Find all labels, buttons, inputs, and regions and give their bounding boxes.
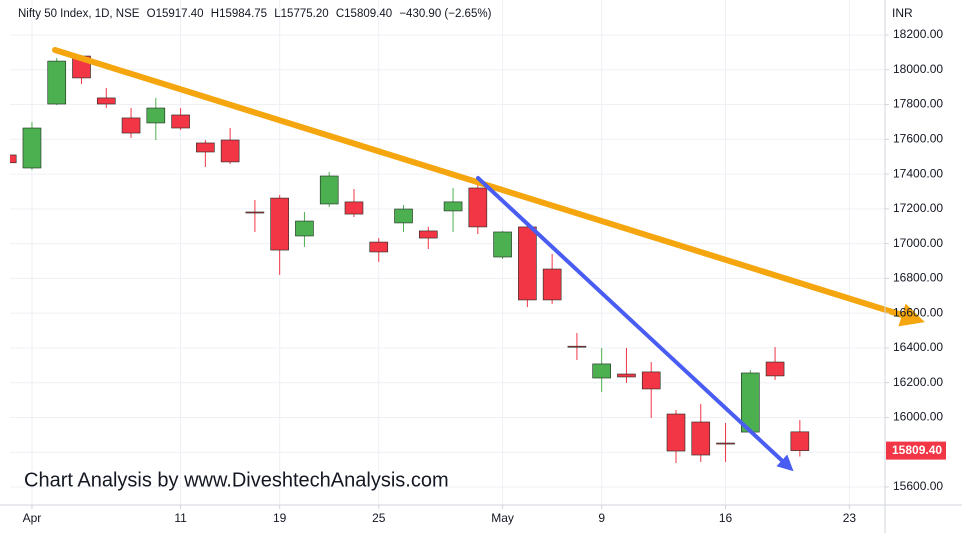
candle-body <box>493 231 512 258</box>
candle-body <box>765 361 785 377</box>
y-tick-label: 18000.00 <box>893 62 943 76</box>
candle-body <box>171 114 190 129</box>
last-price-box <box>886 441 946 460</box>
candles <box>10 54 810 464</box>
trend-line <box>476 176 794 472</box>
candle-body <box>319 175 339 205</box>
y-tick-label: 17000.00 <box>893 236 943 250</box>
y-tick-label: 17200.00 <box>893 201 943 215</box>
candle-body <box>790 431 810 451</box>
x-tick-label: 25 <box>372 511 386 525</box>
candle-body <box>369 241 389 253</box>
trend-lines <box>52 47 925 472</box>
y-tick-label: 18200.00 <box>893 27 943 41</box>
candle-body <box>542 268 562 301</box>
candle-body <box>641 371 661 390</box>
axes: 15600.0015800.0016000.0016200.0016400.00… <box>23 27 946 525</box>
y-tick-label: 16800.00 <box>893 271 943 285</box>
y-tick-label: 16400.00 <box>893 340 943 354</box>
candle-body <box>220 139 240 163</box>
y-tick-label: 17400.00 <box>893 166 943 180</box>
header-change: −430.90 (−2.65%) <box>399 8 491 20</box>
candle-body <box>196 142 215 153</box>
header: Nifty 50 Index, 1D, NSE O15917.40 H15984… <box>18 8 492 20</box>
candle-body <box>295 220 314 237</box>
header-close: C15809.40 <box>336 8 392 20</box>
candle-body <box>567 345 587 348</box>
candle-body <box>468 187 488 228</box>
candle-body <box>10 154 17 164</box>
x-tick-label: Apr <box>23 511 42 525</box>
candle-body <box>443 201 463 212</box>
x-tick-label: 9 <box>598 511 605 525</box>
candle-body <box>716 442 735 445</box>
candle-body <box>121 117 141 134</box>
watermark: Chart Analysis by www.DiveshtechAnalysis… <box>24 469 449 491</box>
candle-body <box>691 421 711 456</box>
y-tick-label: 17600.00 <box>893 131 943 145</box>
currency: INR <box>892 6 913 20</box>
x-tick-label: May <box>491 511 514 525</box>
candle-body <box>146 107 166 124</box>
x-tick-label: 23 <box>843 511 857 525</box>
last-price-label: 15809.40 <box>892 443 942 457</box>
y-tick-label: 15600.00 <box>893 479 943 493</box>
candle-body <box>22 127 42 169</box>
x-tick-label: 11 <box>174 511 187 525</box>
header-symbol: Nifty 50 Index, 1D, NSE <box>18 8 140 20</box>
y-tick-label: 16000.00 <box>893 410 943 424</box>
header-high: H15984.75 <box>211 8 267 20</box>
y-tick-label: 17800.00 <box>893 97 943 111</box>
header-open: O15917.40 <box>147 8 204 20</box>
candle-body <box>270 197 289 251</box>
candle-body <box>666 413 686 452</box>
candle-body <box>518 226 537 301</box>
candle-body <box>96 97 116 105</box>
y-tick-label: 16200.00 <box>893 375 943 389</box>
candle-body <box>245 211 265 214</box>
candle-body <box>418 230 438 239</box>
candle-body <box>592 363 611 379</box>
candle-body <box>47 60 67 105</box>
candle-body <box>617 373 636 378</box>
header-low: L15775.20 <box>274 8 328 20</box>
candle-body <box>344 201 364 215</box>
x-tick-label: 16 <box>719 511 733 525</box>
candle-body <box>394 208 413 224</box>
x-tick-label: 19 <box>273 511 287 525</box>
y-tick-label: 16600.00 <box>893 305 943 319</box>
